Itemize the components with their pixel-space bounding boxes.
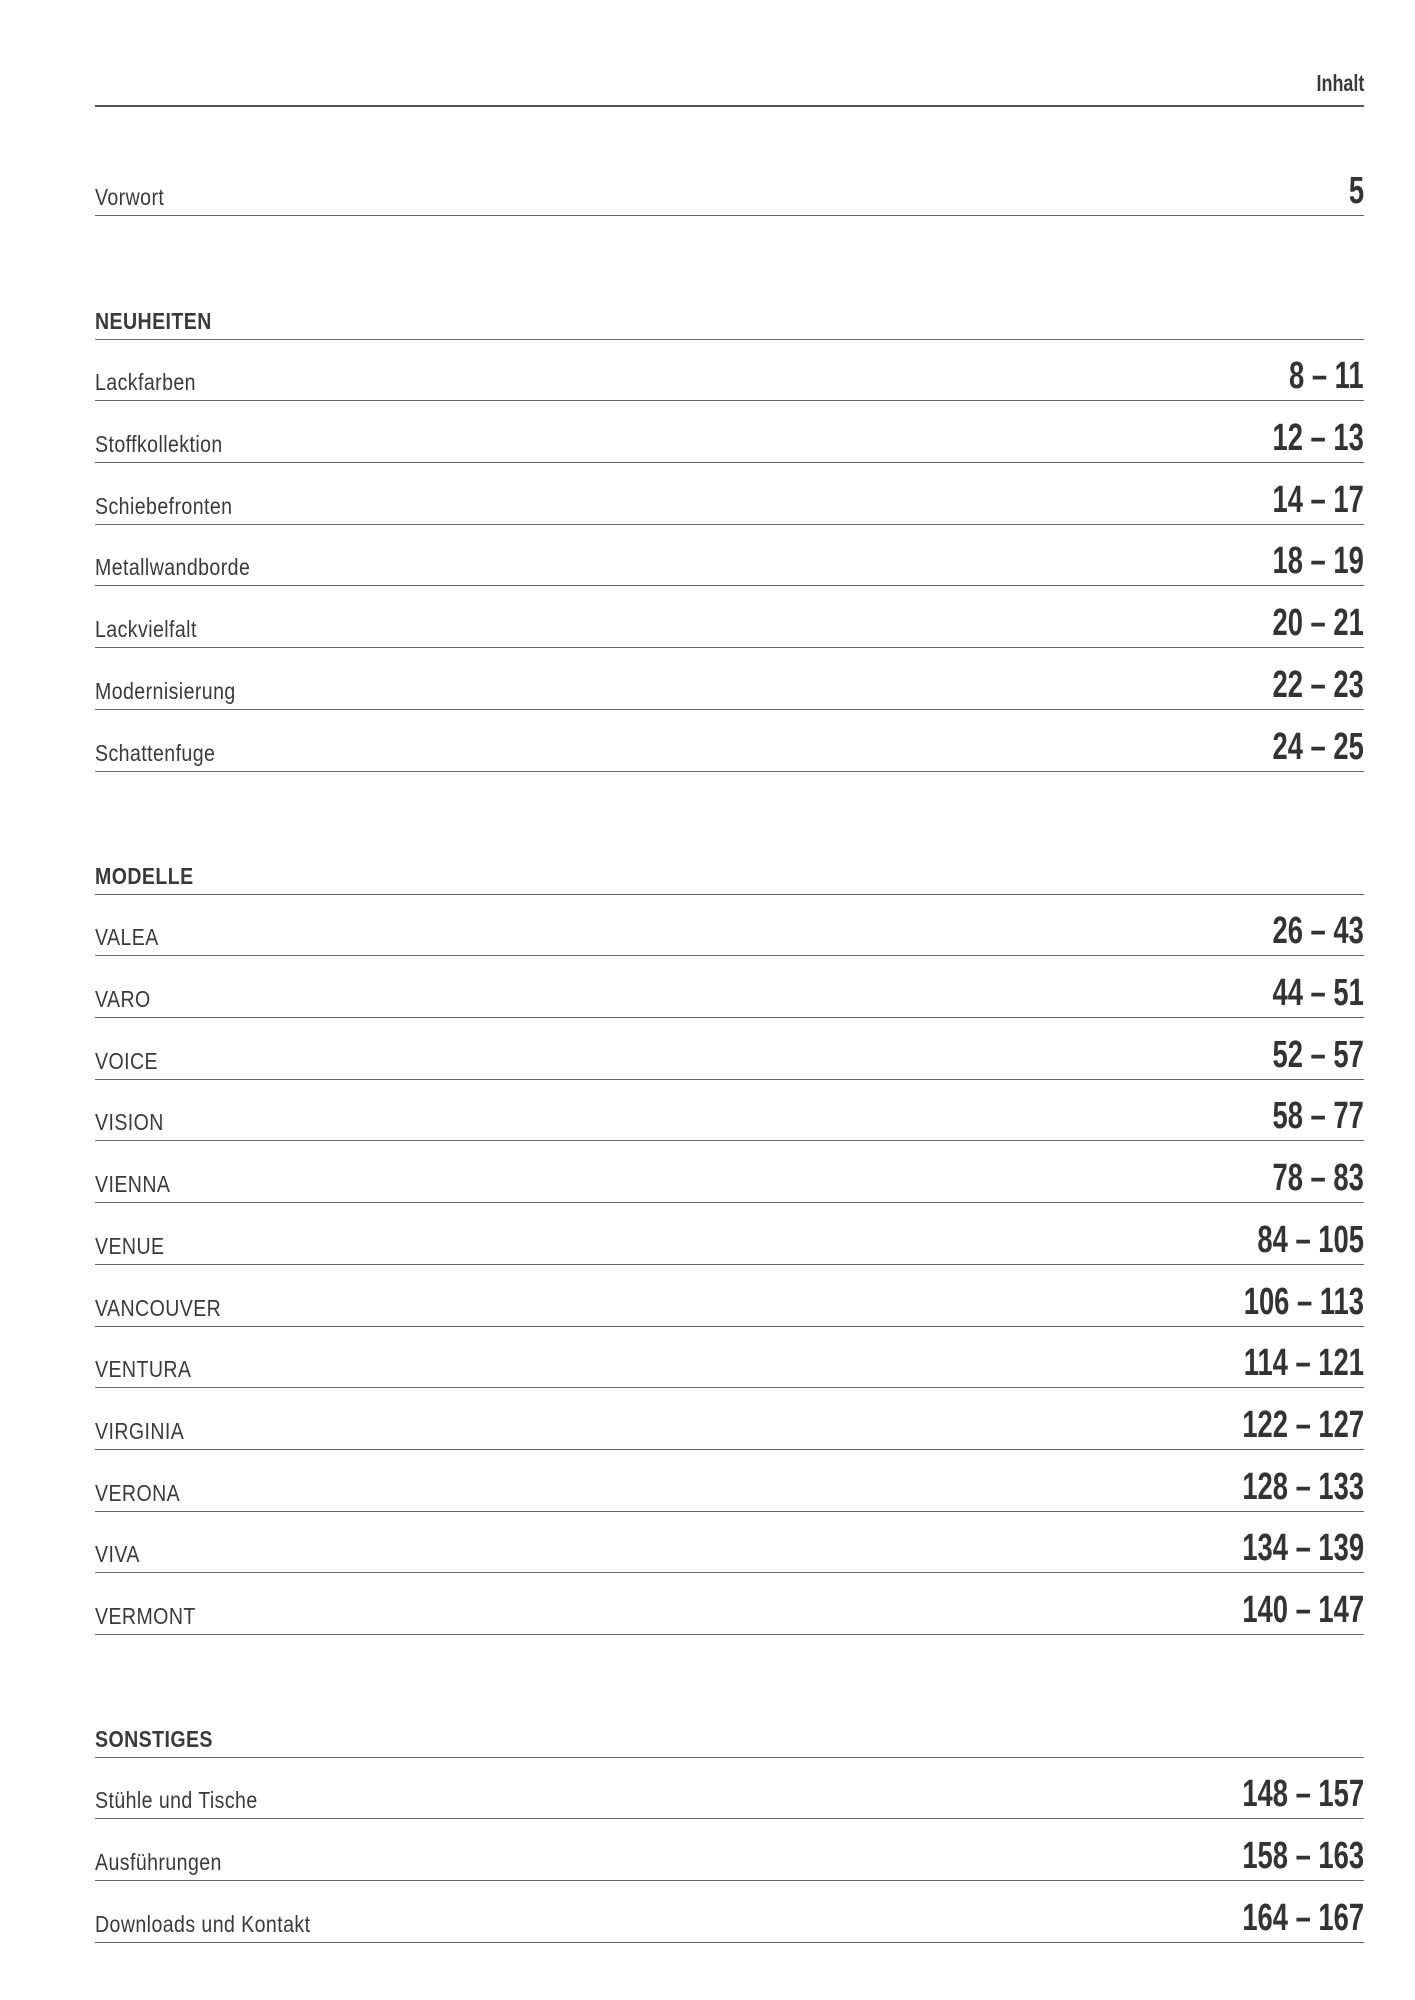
toc-entry[interactable]: Stühle und Tische 148 – 157 [95, 1758, 1364, 1820]
entry-label: Modernisierung [95, 677, 236, 704]
toc-entry[interactable]: VIRGINIA 122 – 127 [95, 1388, 1364, 1450]
toc-entry[interactable]: VISION 58 – 77 [95, 1080, 1364, 1142]
toc-entry[interactable]: Stoffkollektion 12 – 13 [95, 401, 1364, 464]
toc-entry[interactable]: Modernisierung 22 – 23 [95, 648, 1364, 710]
entry-pages: 84 – 105 [1257, 1218, 1364, 1261]
toc-entry[interactable]: VERMONT 140 – 147 [95, 1573, 1364, 1636]
toc-entry[interactable]: VANCOUVER 106 – 113 [95, 1265, 1364, 1327]
toc-entry[interactable]: VIENNA 78 – 83 [95, 1142, 1364, 1204]
toc-entry[interactable]: Schiebefronten 14 – 17 [95, 463, 1364, 525]
entry-pages: 134 – 139 [1242, 1527, 1364, 1570]
section-heading: NEUHEITEN [95, 278, 1364, 340]
toc-entry-vorwort[interactable]: Vorwort 5 [95, 154, 1364, 216]
entry-label: Lackfarben [95, 369, 196, 396]
toc-entry[interactable]: Schattenfuge 24 – 25 [95, 710, 1364, 772]
entry-label: Downloads und Kontakt [95, 1910, 311, 1937]
entry-label: VENUE [95, 1232, 165, 1259]
entry-label: Ausführungen [95, 1849, 222, 1876]
entry-pages: 5 [1348, 169, 1364, 212]
toc-entry[interactable]: Lackfarben 8 – 11 [95, 340, 1364, 402]
entry-pages: 58 – 77 [1272, 1095, 1364, 1138]
toc-entry[interactable]: Downloads und Kontakt 164 – 167 [95, 1881, 1364, 1943]
entry-pages: 12 – 13 [1272, 417, 1364, 460]
entry-pages: 20 – 21 [1272, 602, 1364, 645]
entry-label: VARO [95, 986, 151, 1013]
entry-pages: 158 – 163 [1242, 1835, 1364, 1878]
toc-entry[interactable]: VOICE 52 – 57 [95, 1018, 1364, 1080]
entry-pages: 106 – 113 [1243, 1280, 1364, 1323]
entry-label: VIVA [95, 1541, 140, 1568]
entry-label: VOICE [95, 1047, 158, 1074]
entry-pages: 18 – 19 [1272, 540, 1364, 583]
entry-label: VISION [95, 1109, 164, 1136]
entry-pages: 140 – 147 [1242, 1589, 1364, 1632]
entry-label: VIENNA [95, 1171, 171, 1198]
section-heading: MODELLE [95, 833, 1364, 895]
entry-pages: 44 – 51 [1272, 972, 1364, 1015]
entry-pages: 164 – 167 [1242, 1896, 1364, 1939]
entry-pages: 122 – 127 [1242, 1403, 1364, 1446]
toc-entry[interactable]: VARO 44 – 51 [95, 956, 1364, 1019]
section-title: NEUHEITEN [95, 307, 212, 334]
entry-pages: 114 – 121 [1243, 1342, 1364, 1385]
entry-pages: 52 – 57 [1272, 1033, 1364, 1076]
entry-label: VALEA [95, 924, 159, 951]
section-title: MODELLE [95, 862, 194, 889]
entry-label: Schiebefronten [95, 492, 233, 519]
entry-pages: 8 – 11 [1289, 355, 1364, 398]
entry-pages: 78 – 83 [1272, 1157, 1364, 1200]
entry-label: Schattenfuge [95, 739, 216, 766]
entry-label: VENTURA [95, 1356, 192, 1383]
entry-label: Lackvielfalt [95, 616, 197, 643]
entry-label: VERMONT [95, 1603, 196, 1630]
page-header: Inhalt [95, 0, 1364, 107]
entry-label: Vorwort [95, 183, 165, 210]
entry-pages: 24 – 25 [1272, 725, 1364, 768]
toc-entry[interactable]: Lackvielfalt 20 – 21 [95, 587, 1364, 649]
page-title: Inhalt [1316, 70, 1364, 96]
section-title: SONSTIGES [95, 1725, 213, 1752]
entry-label: VANCOUVER [95, 1294, 222, 1321]
entry-pages: 14 – 17 [1272, 478, 1364, 521]
toc-entry[interactable]: VALEA 26 – 43 [95, 895, 1364, 957]
toc-entry[interactable]: VIVA 134 – 139 [95, 1512, 1364, 1574]
section-heading: SONSTIGES [95, 1696, 1364, 1758]
entry-label: Stoffkollektion [95, 431, 223, 458]
entry-label: VIRGINIA [95, 1417, 185, 1444]
entry-pages: 22 – 23 [1272, 663, 1364, 706]
entry-label: Metallwandborde [95, 554, 251, 581]
toc-entry[interactable]: VENTURA 114 – 121 [95, 1327, 1364, 1389]
entry-label: VERONA [95, 1479, 181, 1506]
entry-pages: 128 – 133 [1242, 1465, 1364, 1508]
entry-pages: 26 – 43 [1272, 910, 1364, 953]
toc-entry[interactable]: Ausführungen 158 – 163 [95, 1819, 1364, 1882]
entry-pages: 148 – 157 [1242, 1773, 1364, 1816]
toc-entry[interactable]: Metallwandborde 18 – 19 [95, 525, 1364, 587]
entry-label: Stühle und Tische [95, 1787, 258, 1814]
toc-entry[interactable]: VENUE 84 – 105 [95, 1203, 1364, 1265]
toc-entry[interactable]: VERONA 128 – 133 [95, 1450, 1364, 1512]
